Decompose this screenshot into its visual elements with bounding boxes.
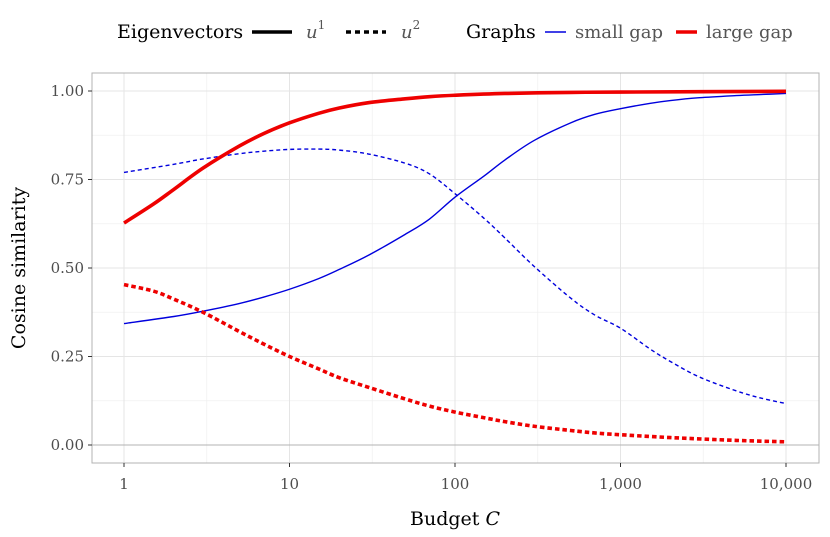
y-tick-label: 0.25 — [51, 348, 84, 366]
x-tick-label: 100 — [441, 475, 470, 493]
x-tick-label: 1 — [119, 475, 129, 493]
legend-large-gap-label: large gap — [706, 22, 793, 43]
y-axis-title: Cosine similarity — [8, 187, 30, 349]
x-axis-title: Budget C — [410, 508, 500, 530]
series-line-u2-large-gap — [123, 282, 787, 444]
x-tick-label: 1,000 — [599, 475, 642, 493]
major-gridlines — [92, 73, 819, 463]
legend-graphs-title: Graphs — [466, 21, 536, 43]
series-line-u1-small-gap — [123, 92, 787, 325]
y-tick-label: 0.00 — [51, 436, 84, 454]
legend-u2-label: u2 — [401, 18, 420, 43]
y-tick-label: 0.75 — [51, 171, 84, 189]
y-tick-label: 1.00 — [51, 82, 84, 100]
legend-u2-base: u — [401, 22, 413, 43]
x-axis-title-var: C — [485, 508, 500, 530]
legend-u1-label: u1 — [306, 18, 325, 43]
legend-eigenvectors-title: Eigenvectors — [117, 21, 243, 43]
legend-u1-sup: 1 — [318, 18, 326, 32]
legend-u1-base: u — [306, 22, 318, 43]
series-line-u1-large-gap — [123, 89, 787, 225]
x-axis-ticks: 1 10 100 1,000 10,000 — [119, 463, 812, 493]
legend: Eigenvectors u1 u2 Graphs small gap larg… — [117, 18, 793, 43]
legend-u2-sup: 2 — [413, 18, 421, 32]
series-layer — [123, 89, 787, 444]
legend-small-gap-label: small gap — [575, 22, 663, 43]
x-axis-title-text: Budget — [410, 508, 485, 530]
y-axis-ticks: 0.00 0.25 0.50 0.75 1.00 — [51, 82, 92, 454]
x-tick-label: 10 — [280, 475, 299, 493]
x-tick-label: 10,000 — [760, 475, 813, 493]
y-tick-label: 0.50 — [51, 259, 84, 277]
